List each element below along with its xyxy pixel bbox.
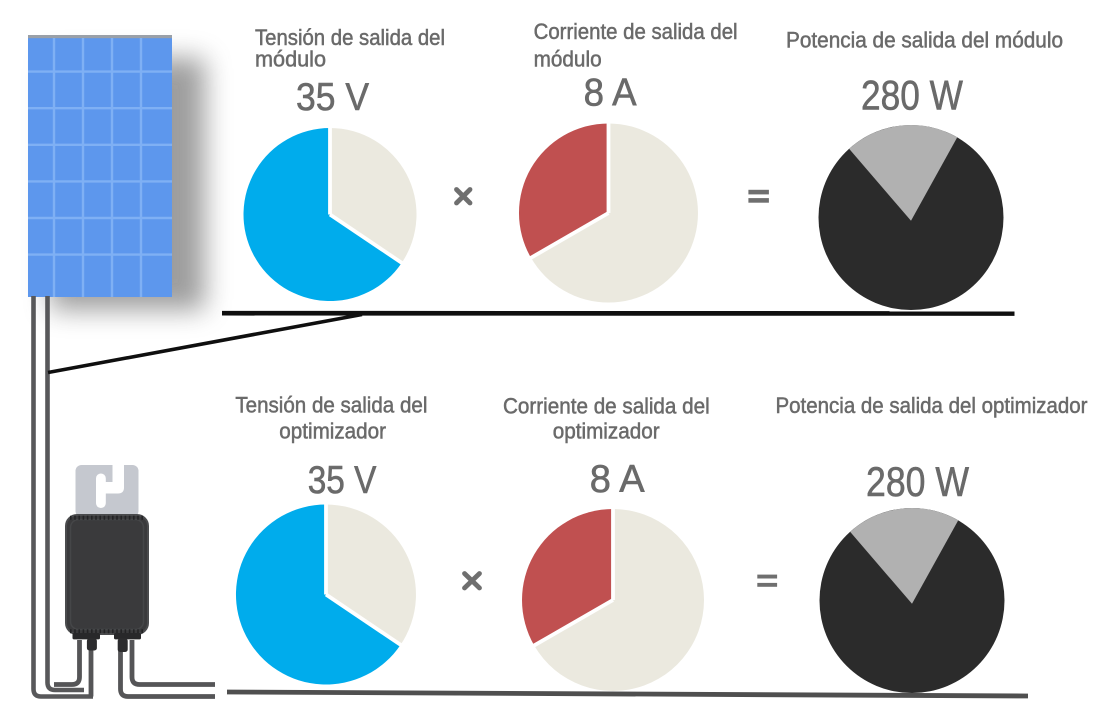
- svg-text:280 W: 280 W: [866, 458, 970, 505]
- svg-text:280 W: 280 W: [861, 72, 964, 119]
- svg-text:Corriente de salida del: Corriente de salida del: [503, 394, 710, 419]
- svg-text:optimizador: optimizador: [553, 419, 660, 444]
- svg-text:módulo: módulo: [255, 47, 326, 72]
- svg-text:35 V: 35 V: [308, 459, 377, 502]
- svg-text:Potencia de salida del optimiz: Potencia de salida del optimizador: [776, 393, 1088, 418]
- svg-text:Corriente de salida del: Corriente de salida del: [534, 19, 738, 44]
- svg-text:Tensión de salida del: Tensión de salida del: [255, 25, 445, 50]
- svg-text:Tensión de salida del: Tensión de salida del: [235, 392, 427, 417]
- svg-text:8 A: 8 A: [584, 71, 637, 114]
- svg-text:Potencia de salida del módulo: Potencia de salida del módulo: [786, 28, 1063, 53]
- svg-text:optimizador: optimizador: [279, 418, 386, 443]
- svg-text:módulo: módulo: [534, 46, 602, 71]
- svg-text:8 A: 8 A: [590, 458, 645, 501]
- svg-text:35 V: 35 V: [296, 76, 369, 119]
